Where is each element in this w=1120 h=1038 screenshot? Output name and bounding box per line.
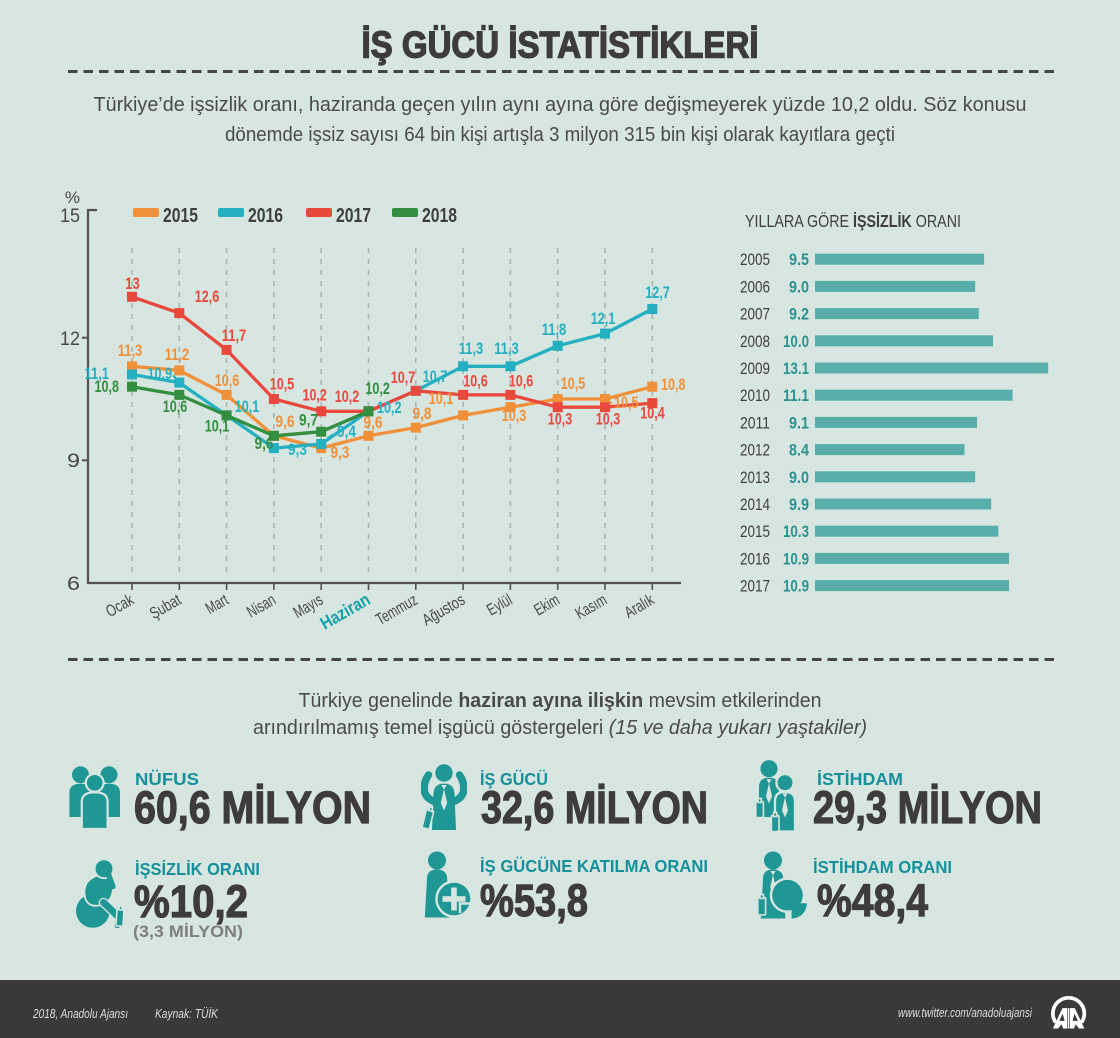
svg-text:%53,8: %53,8 — [480, 875, 588, 926]
svg-text:10.9: 10.9 — [783, 578, 809, 596]
svg-text:15: 15 — [60, 206, 80, 227]
svg-text:10,6: 10,6 — [163, 398, 188, 416]
svg-text:10,2: 10,2 — [377, 399, 402, 417]
svg-text:9.0: 9.0 — [789, 469, 809, 487]
svg-text:10,7: 10,7 — [391, 369, 416, 387]
svg-text:Türkiye genelinde haziran ayın: Türkiye genelinde haziran ayına ilişkin … — [299, 690, 822, 712]
svg-text:10,1: 10,1 — [205, 418, 230, 436]
svg-text:2011: 2011 — [740, 413, 770, 432]
svg-text:9,6: 9,6 — [276, 413, 295, 431]
svg-text:10,8: 10,8 — [661, 376, 686, 394]
svg-text:dönemde işsiz sayısı 64 bin ki: dönemde işsiz sayısı 64 bin kişi artışla… — [225, 124, 895, 146]
svg-text:İSTİHDAM: İSTİHDAM — [817, 769, 903, 789]
svg-text:Kaynak: TÜİK: Kaynak: TÜİK — [155, 1007, 219, 1021]
svg-text:9,8: 9,8 — [413, 405, 432, 423]
svg-text:10,3: 10,3 — [596, 411, 621, 429]
svg-text:%: % — [65, 188, 80, 207]
svg-text:9,3: 9,3 — [331, 444, 350, 462]
svg-text:9,7: 9,7 — [299, 412, 318, 430]
svg-text:10,3: 10,3 — [548, 411, 573, 429]
svg-text:2007: 2007 — [740, 305, 770, 324]
svg-text:2017: 2017 — [336, 205, 371, 227]
svg-text:10,3: 10,3 — [502, 407, 527, 425]
svg-text:2013: 2013 — [740, 468, 770, 487]
svg-text:10.9: 10.9 — [783, 550, 809, 568]
svg-text:10,5: 10,5 — [270, 376, 295, 394]
svg-text:2015: 2015 — [740, 522, 770, 541]
svg-text:9.2: 9.2 — [789, 306, 809, 324]
svg-text:İŞ GÜCÜNE KATILMA ORANI: İŞ GÜCÜNE KATILMA ORANI — [480, 856, 708, 876]
svg-text:9,4: 9,4 — [337, 423, 357, 441]
svg-text:2018: 2018 — [422, 205, 457, 227]
svg-text:8.4: 8.4 — [789, 442, 810, 460]
svg-text:11,3: 11,3 — [459, 340, 484, 358]
svg-text:13: 13 — [125, 275, 140, 293]
svg-text:10,1: 10,1 — [429, 390, 454, 408]
svg-text:10,1: 10,1 — [235, 398, 260, 416]
svg-text:10,8: 10,8 — [95, 378, 120, 396]
svg-text:29,3 MİLYON: 29,3 MİLYON — [813, 782, 1042, 833]
svg-text:2005: 2005 — [740, 250, 770, 269]
svg-text:(3,3 MİLYON): (3,3 MİLYON) — [133, 923, 243, 941]
svg-text:YILLARA GÖRE İŞSİZLİK ORANI: YILLARA GÖRE İŞSİZLİK ORANI — [745, 211, 961, 231]
svg-text:İŞ GÜCÜ: İŞ GÜCÜ — [480, 769, 548, 789]
svg-text:9.9: 9.9 — [789, 496, 809, 514]
svg-text:60,6 MİLYON: 60,6 MİLYON — [134, 782, 371, 833]
svg-text:11,7: 11,7 — [222, 327, 247, 345]
svg-text:10.3: 10.3 — [783, 523, 809, 541]
svg-text:6: 6 — [67, 574, 80, 595]
svg-text:10,6: 10,6 — [215, 372, 240, 390]
svg-text:2017: 2017 — [740, 577, 770, 596]
svg-text:12,6: 12,6 — [195, 288, 220, 306]
svg-text:10.0: 10.0 — [783, 333, 809, 351]
svg-text:İSTİHDAM ORANI: İSTİHDAM ORANI — [813, 857, 952, 877]
svg-text:13.1: 13.1 — [783, 360, 809, 378]
svg-text:Türkiye’de işsizlik oranı, haz: Türkiye’de işsizlik oranı, haziranda geç… — [94, 94, 1027, 116]
svg-text:2012: 2012 — [740, 441, 770, 460]
svg-text:11,2: 11,2 — [165, 346, 190, 364]
svg-text:2018, Anadolu Ajansı: 2018, Anadolu Ajansı — [32, 1007, 128, 1021]
svg-text:10,5: 10,5 — [614, 394, 639, 412]
svg-text:%48,4: %48,4 — [817, 875, 928, 926]
svg-text:10,2: 10,2 — [335, 388, 360, 406]
svg-text:10,6: 10,6 — [463, 373, 488, 391]
svg-text:10,5: 10,5 — [561, 375, 586, 393]
svg-text:9.1: 9.1 — [789, 414, 809, 432]
svg-text:9,3: 9,3 — [288, 441, 307, 459]
svg-text:12,7: 12,7 — [645, 284, 670, 302]
svg-text:10,7: 10,7 — [423, 368, 448, 386]
svg-text:11,8: 11,8 — [542, 321, 567, 339]
svg-text:2014: 2014 — [740, 495, 770, 514]
svg-text:12,1: 12,1 — [591, 310, 616, 328]
svg-text:2016: 2016 — [740, 549, 770, 568]
svg-text:9,6: 9,6 — [364, 414, 383, 432]
svg-text:11,1: 11,1 — [85, 365, 110, 383]
svg-text:NÜFUS: NÜFUS — [135, 769, 199, 789]
svg-text:2015: 2015 — [163, 205, 198, 227]
svg-text:2016: 2016 — [248, 205, 283, 227]
svg-text:9.0: 9.0 — [789, 278, 809, 296]
svg-text:11.1: 11.1 — [783, 387, 809, 405]
svg-text:10,6: 10,6 — [509, 373, 534, 391]
svg-text:www.twitter.com/anadoluajansi: www.twitter.com/anadoluajansi — [898, 1006, 1033, 1020]
svg-text:10,2: 10,2 — [302, 387, 327, 405]
svg-text:%10,2: %10,2 — [134, 876, 248, 927]
svg-text:10,2: 10,2 — [365, 380, 390, 398]
svg-text:11,3: 11,3 — [494, 340, 519, 358]
svg-text:11,3: 11,3 — [118, 342, 143, 360]
svg-text:9.5: 9.5 — [789, 251, 809, 269]
svg-text:2010: 2010 — [740, 386, 770, 405]
svg-text:32,6 MİLYON: 32,6 MİLYON — [481, 782, 708, 833]
svg-text:İŞ GÜCÜ İSTATİSTİKLERİ: İŞ GÜCÜ İSTATİSTİKLERİ — [362, 25, 759, 66]
svg-text:12: 12 — [60, 329, 80, 350]
svg-text:2008: 2008 — [740, 332, 770, 351]
svg-text:10,9: 10,9 — [148, 365, 173, 383]
svg-text:2006: 2006 — [740, 277, 770, 296]
svg-text:10,4: 10,4 — [640, 405, 665, 423]
svg-text:2009: 2009 — [740, 359, 770, 378]
svg-text:9: 9 — [67, 451, 80, 472]
svg-text:9,6: 9,6 — [255, 435, 274, 453]
svg-text:arındırılmamış temel işgücü gö: arındırılmamış temel işgücü göstergeleri… — [253, 717, 867, 739]
svg-text:İŞSİZLİK ORANI: İŞSİZLİK ORANI — [135, 859, 260, 879]
